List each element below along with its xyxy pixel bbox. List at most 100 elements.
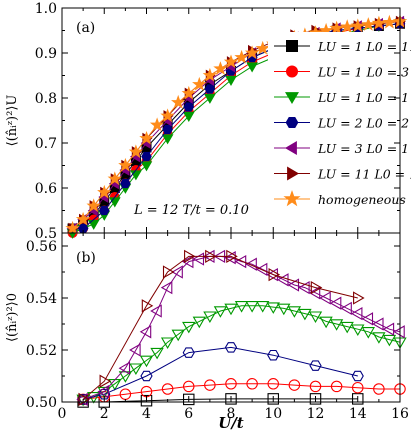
panel-b-data-point xyxy=(329,296,342,310)
panel-b-data-point xyxy=(298,308,312,321)
panel-b-data-point xyxy=(308,311,323,324)
legend-entry: homogeneous xyxy=(274,190,406,207)
panel-b-data-point xyxy=(319,291,331,305)
panel-b-data-point xyxy=(310,280,323,295)
panel-a-data-point xyxy=(204,93,216,104)
panel-b-data-point xyxy=(288,379,301,391)
panel-a-data-point xyxy=(120,178,131,189)
panel-b-data-point xyxy=(382,322,395,336)
panel-b-data-point xyxy=(192,316,206,329)
panel-a-data-point xyxy=(350,18,365,33)
panel-b-data-point xyxy=(183,393,195,406)
panel-b-data-point xyxy=(225,393,237,405)
panel-b-data-point xyxy=(267,349,280,361)
y-tick-label: 0.52 xyxy=(26,343,57,359)
legend-entry: LU = 11 L0 = 1 xyxy=(274,167,411,182)
panel-b-data-point xyxy=(353,291,365,305)
panel-b-data-point xyxy=(309,360,322,371)
x-tick-label: 10 xyxy=(264,406,282,422)
legend-label: LU = 1 L0 = 11 xyxy=(317,39,411,54)
y-tick-label: 0.5 xyxy=(35,226,57,242)
panel-b-data-point xyxy=(351,393,364,405)
panel-b-data-point xyxy=(330,380,343,393)
legend-label: LU = 1 L0 = 1 xyxy=(317,90,409,105)
panel-b-frame xyxy=(61,232,401,403)
x-tick-label: 6 xyxy=(184,406,193,422)
panel-b-data-point xyxy=(267,393,279,405)
panel-a-data-point xyxy=(371,15,387,30)
panel-b-data-point xyxy=(372,317,384,331)
panel-b-data-point xyxy=(99,374,112,388)
panel-b-data-point xyxy=(266,267,278,282)
panel-a-data-point xyxy=(97,184,112,199)
panel-b-data-point xyxy=(308,286,321,300)
panel-a-data-point xyxy=(225,75,237,87)
panel-a-data-point xyxy=(181,85,196,100)
panel-b-data-point xyxy=(150,304,162,318)
panel-b-data-point xyxy=(171,329,185,342)
y-tick-label: 1.0 xyxy=(35,1,57,17)
panel-b-data-point xyxy=(205,249,217,264)
panel-b-data-point xyxy=(150,347,164,360)
panel-b-data-point xyxy=(245,257,257,271)
panel-b-data-point xyxy=(276,273,289,287)
panel-b: 0.50 0.52 0.54 0.56 0 2 4 6 8 10 12 14 16 (b) ⟨(n̂ᵢᶻ… xyxy=(5,232,409,432)
x-tick-label: 14 xyxy=(349,406,367,422)
panel-b-data-point xyxy=(129,343,141,357)
panel-a-data-point xyxy=(182,111,195,123)
panel-b-data-point xyxy=(97,384,109,399)
legend-entry: LU = 3 L0 = 1 xyxy=(274,141,409,156)
panel-b-data-point xyxy=(373,383,385,395)
legend-marker xyxy=(284,141,297,155)
panel-a-data-point xyxy=(107,171,122,186)
panel-a-y-ticks: 0.5 0.6 0.7 0.8 0.9 1.0 xyxy=(35,1,401,242)
legend-entry: LU = 1 L0 = 1 xyxy=(274,90,409,105)
panel-b-y-axis-label: ⟨(n̂ᵢᶻ)²⟩0 xyxy=(5,293,20,342)
panel-a-data-point xyxy=(139,130,154,145)
panel-b-data-point xyxy=(203,311,217,324)
panel-b-data-point xyxy=(382,334,397,347)
x-tick-label: 8 xyxy=(227,406,236,422)
panel-b-data-point xyxy=(234,301,249,313)
panel-a-data-point xyxy=(141,151,152,162)
panel-b-data-point xyxy=(162,265,175,279)
panel-b-data-point xyxy=(361,327,375,339)
panel-b-data-point xyxy=(184,249,196,264)
panel-b-data-point xyxy=(183,380,195,393)
panel-b-data-point xyxy=(234,254,247,269)
panel-a-data-point xyxy=(244,45,260,60)
panel-b-data-point xyxy=(266,302,280,314)
panel-b-data-point xyxy=(245,301,259,313)
panel-b-series-line xyxy=(83,383,400,400)
panel-b-series-4 xyxy=(76,249,405,407)
panel-b-data-point xyxy=(98,388,111,400)
y-tick-label: 0.6 xyxy=(35,181,57,197)
x-tick-label: 12 xyxy=(307,406,325,422)
panel-b-data-point xyxy=(213,306,228,318)
panel-b-data-point xyxy=(268,267,281,282)
panel-b-data-point xyxy=(204,379,216,391)
legend-marker xyxy=(285,117,299,128)
panel-a-data-point xyxy=(128,144,144,159)
panel-a-data-point xyxy=(160,108,175,123)
panel-b-series-1 xyxy=(77,378,406,406)
x-tick-label: 0 xyxy=(58,406,67,422)
panel-a-data-point xyxy=(340,19,355,34)
x-axis-label: U/t xyxy=(218,414,244,432)
panel-a-data-point xyxy=(98,205,110,216)
panel-a-data-point xyxy=(213,61,228,75)
panel-a-data-point xyxy=(234,49,249,64)
panel-b-data-point xyxy=(171,265,183,279)
parameter-annotation: L = 12 T/t = 0.10 xyxy=(133,203,249,218)
y-tick-label: 0.56 xyxy=(26,239,57,255)
panel-a: LU = 1 L0 = 11 LU = 1 L0 = 3 LU = 1 L0 = 1… xyxy=(5,1,411,242)
panel-b-data-point xyxy=(118,361,131,375)
panel-b-data-point xyxy=(361,312,374,326)
panel-b-data-point xyxy=(351,370,364,382)
panel-b-data-point xyxy=(160,337,175,350)
panel-b-data-point xyxy=(256,301,270,313)
legend-marker xyxy=(286,65,298,78)
panel-b-data-point xyxy=(267,378,279,390)
legend-marker xyxy=(287,166,300,181)
panel-b-data-point xyxy=(277,303,291,316)
